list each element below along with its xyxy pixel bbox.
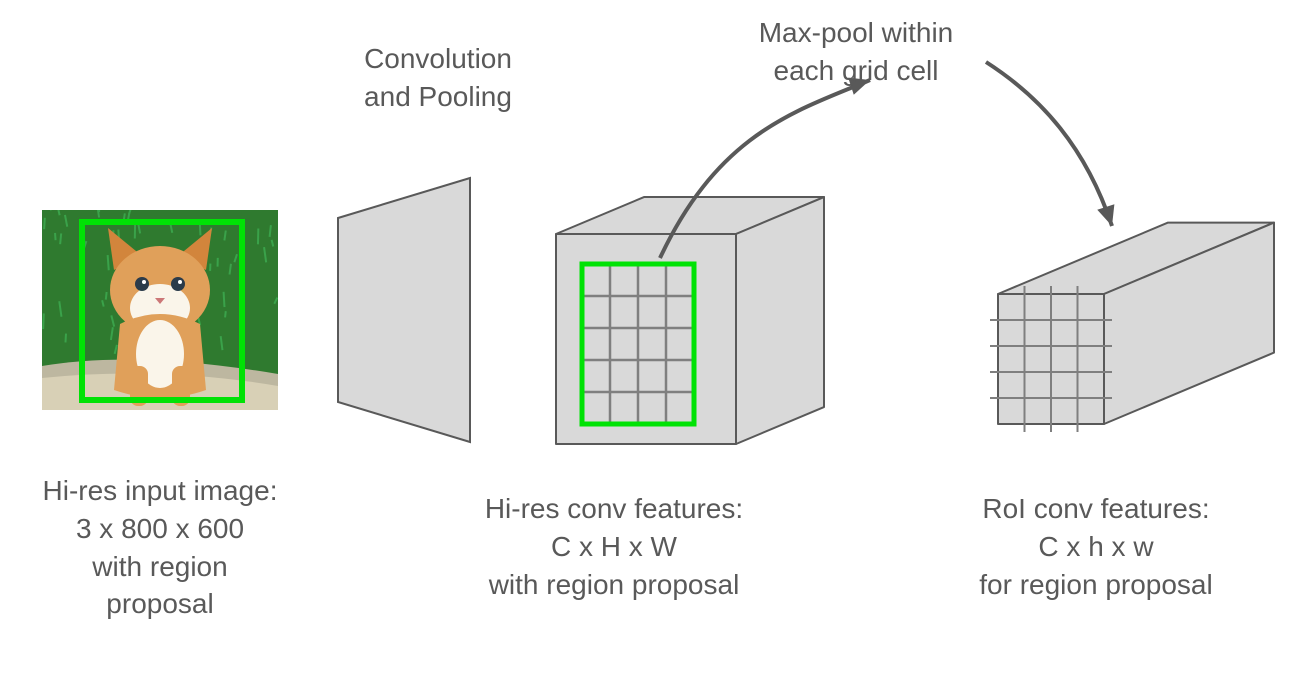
caption-input: Hi-res input image:3 x 800 x 600with reg… [10,472,310,623]
roi-volume [998,223,1274,424]
caption-roi: RoI conv features:C x h x wfor region pr… [936,490,1256,603]
diagram-stage: { "labels": { "conv_pool": { "text": "Co… [0,0,1302,676]
label-conv-pool: Convolutionand Pooling [308,40,568,116]
caption-features: Hi-res conv features:C x H x Wwith regio… [444,490,784,603]
feature-volume [556,197,824,444]
label-maxpool: Max-pool withineach grid cell [716,14,996,90]
conv-trapezoid [338,178,470,442]
